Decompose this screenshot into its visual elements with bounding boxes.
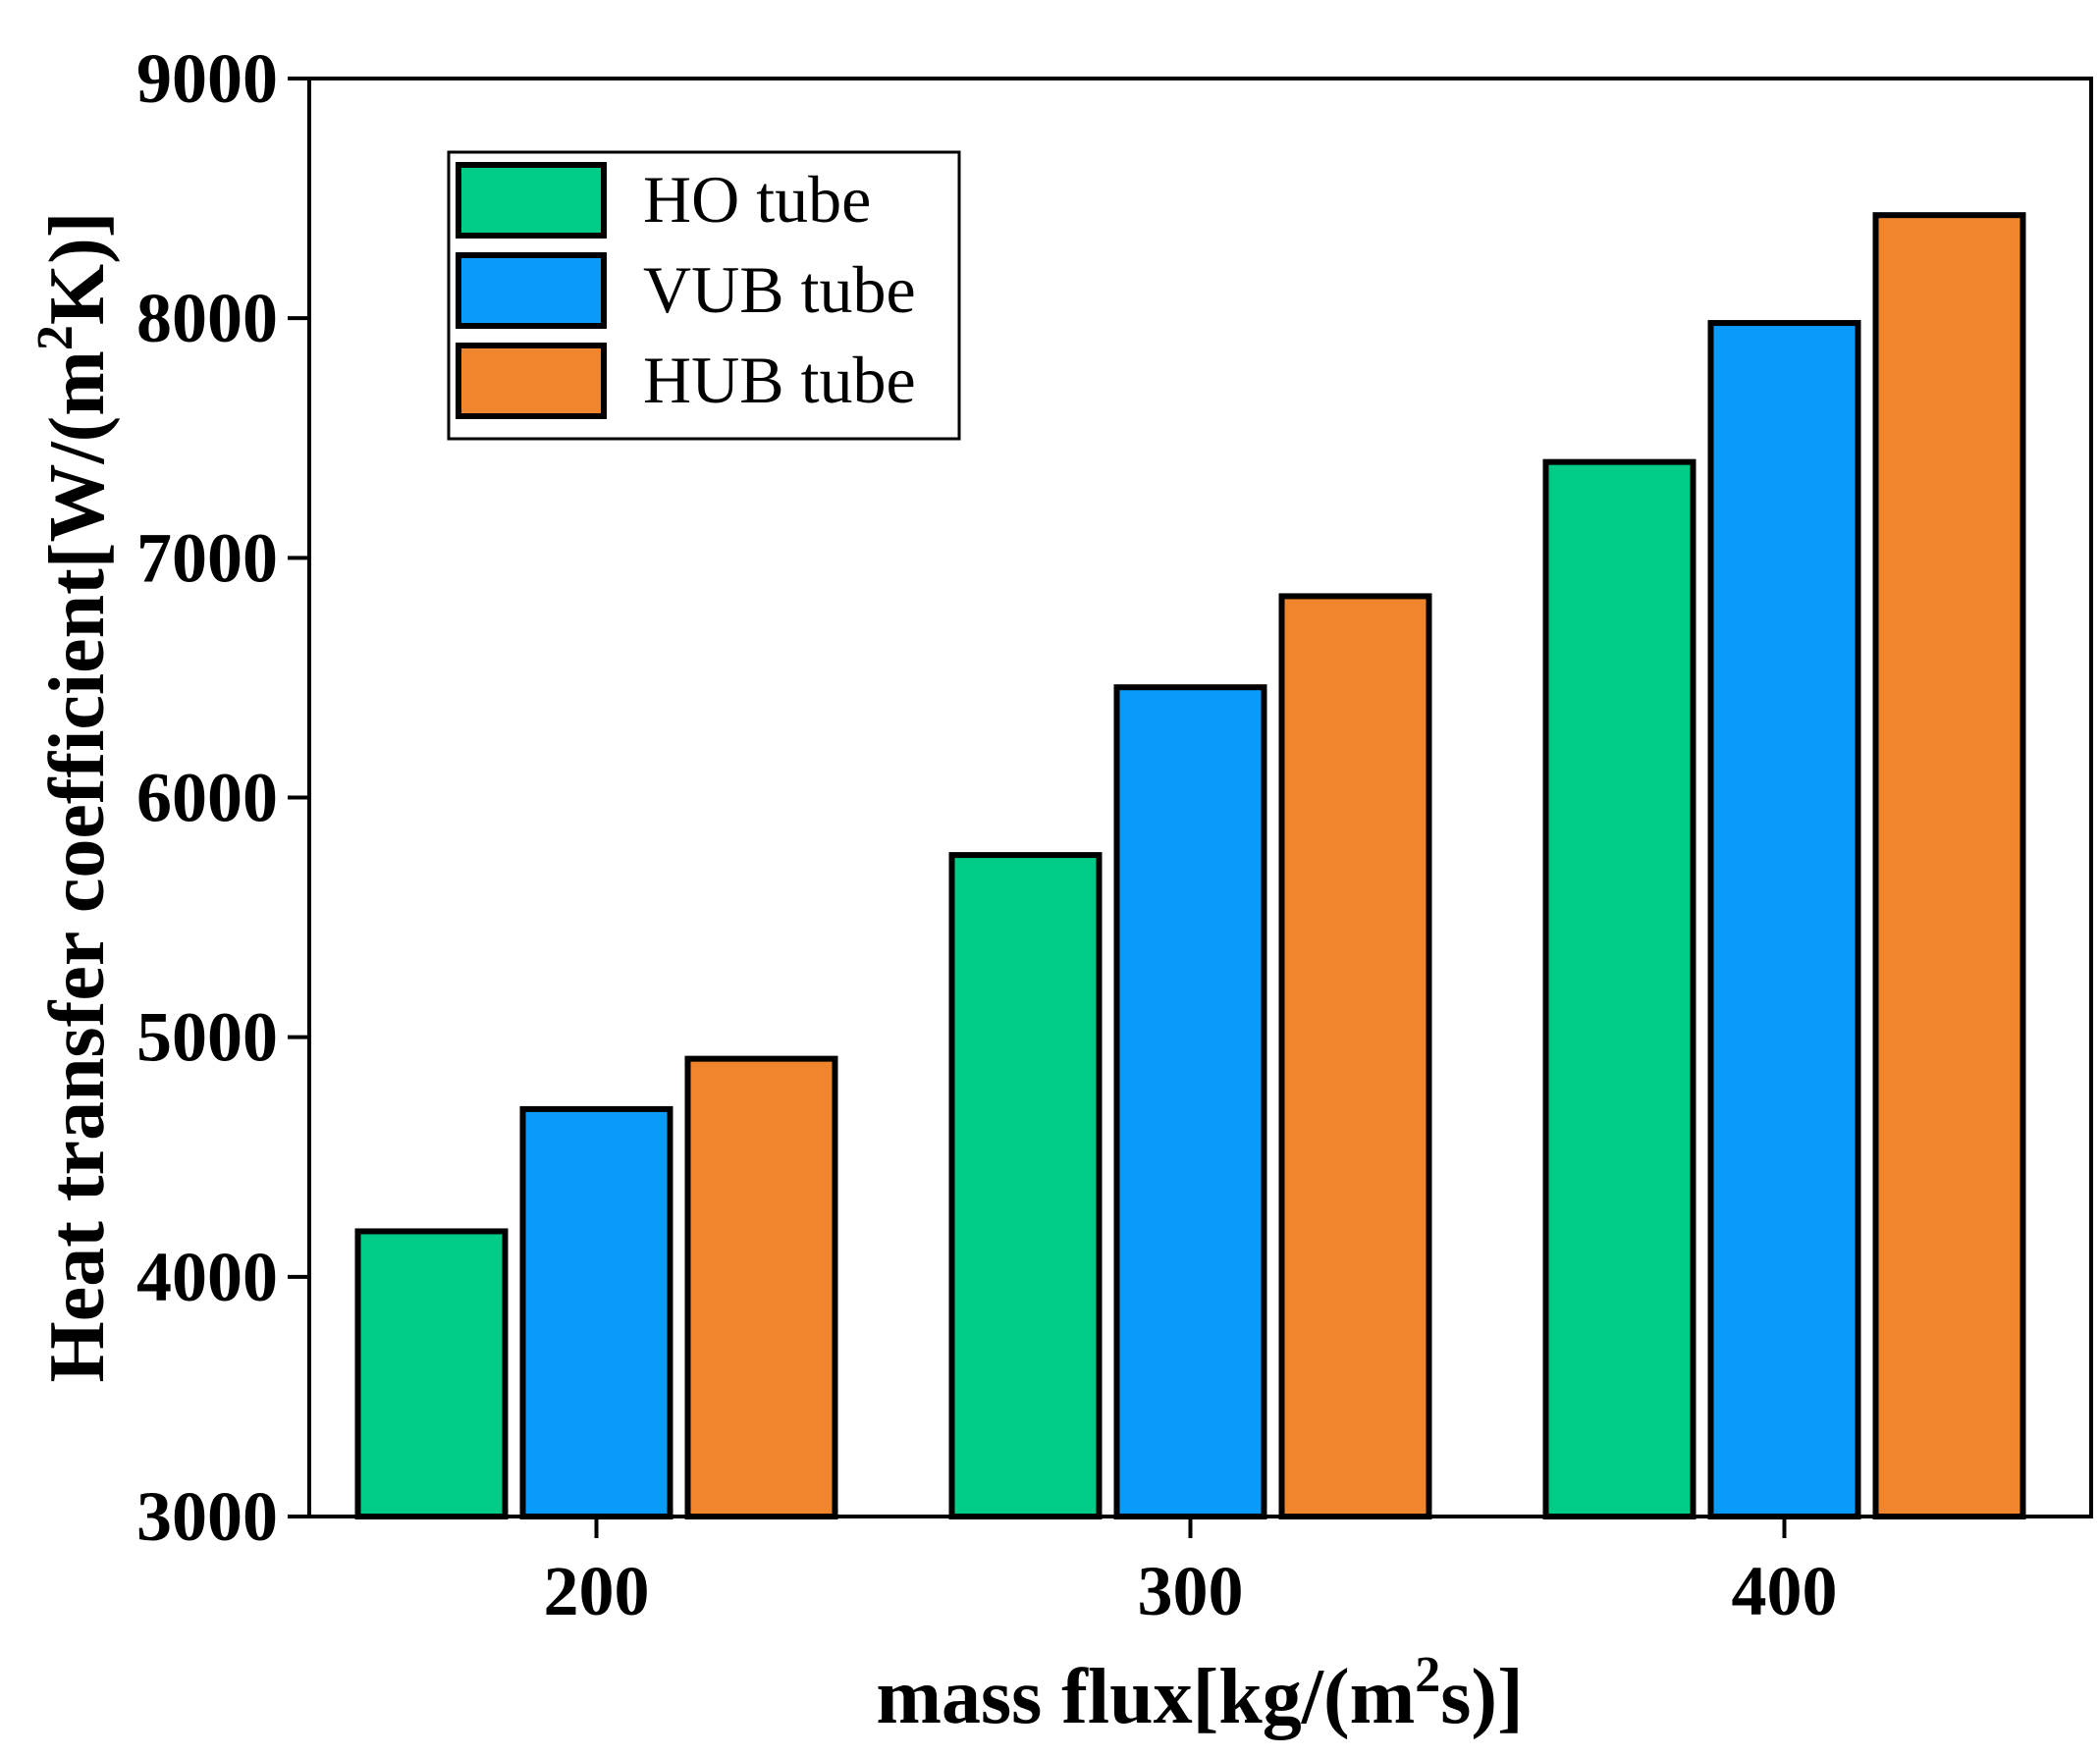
y-axis: 3000 4000 5000 6000 7000 8000 9000 <box>136 39 309 1556</box>
legend-swatch <box>456 252 607 329</box>
bar-hub-tube-200 <box>684 1055 838 1520</box>
y-tick-label: 6000 <box>136 759 278 837</box>
x-tick-label: 200 <box>544 1552 650 1630</box>
legend: HO tube VUB tube HUB tube <box>447 150 961 441</box>
bar-hub-tube-400 <box>1872 212 2026 1519</box>
bar-ho-tube-400 <box>1542 458 1696 1520</box>
bar-ho-tube-300 <box>948 852 1103 1519</box>
y-tick-label: 4000 <box>136 1238 278 1316</box>
bars-layer <box>354 212 2026 1520</box>
legend-label: HUB tube <box>643 343 916 417</box>
bar-ho-tube-200 <box>354 1228 509 1519</box>
legend-swatch <box>456 343 607 419</box>
x-tick-label: 400 <box>1732 1552 1838 1630</box>
x-axis-title: mass flux[kg/(m2s)] <box>876 1647 1523 1740</box>
bar-vub-tube-300 <box>1113 684 1267 1519</box>
bar-vub-tube-200 <box>519 1105 673 1519</box>
y-tick-label: 3000 <box>136 1477 278 1556</box>
bar-hub-tube-300 <box>1278 593 1432 1519</box>
legend-label: VUB tube <box>643 252 916 327</box>
y-tick-label: 5000 <box>136 998 278 1077</box>
y-tick-label: 7000 <box>136 518 278 597</box>
y-axis-title: Heat transfer coefficient[W/(m2K)] <box>27 212 121 1383</box>
legend-label: HO tube <box>643 162 871 237</box>
x-tick-label: 300 <box>1138 1552 1244 1630</box>
x-axis: 200 300 400 <box>544 1517 1838 1630</box>
y-tick-label: 9000 <box>136 39 278 118</box>
legend-swatch <box>456 162 607 239</box>
legend-items: HO tube VUB tube HUB tube <box>456 162 916 419</box>
bar-vub-tube-400 <box>1707 320 1861 1519</box>
y-tick-label: 8000 <box>136 279 278 357</box>
